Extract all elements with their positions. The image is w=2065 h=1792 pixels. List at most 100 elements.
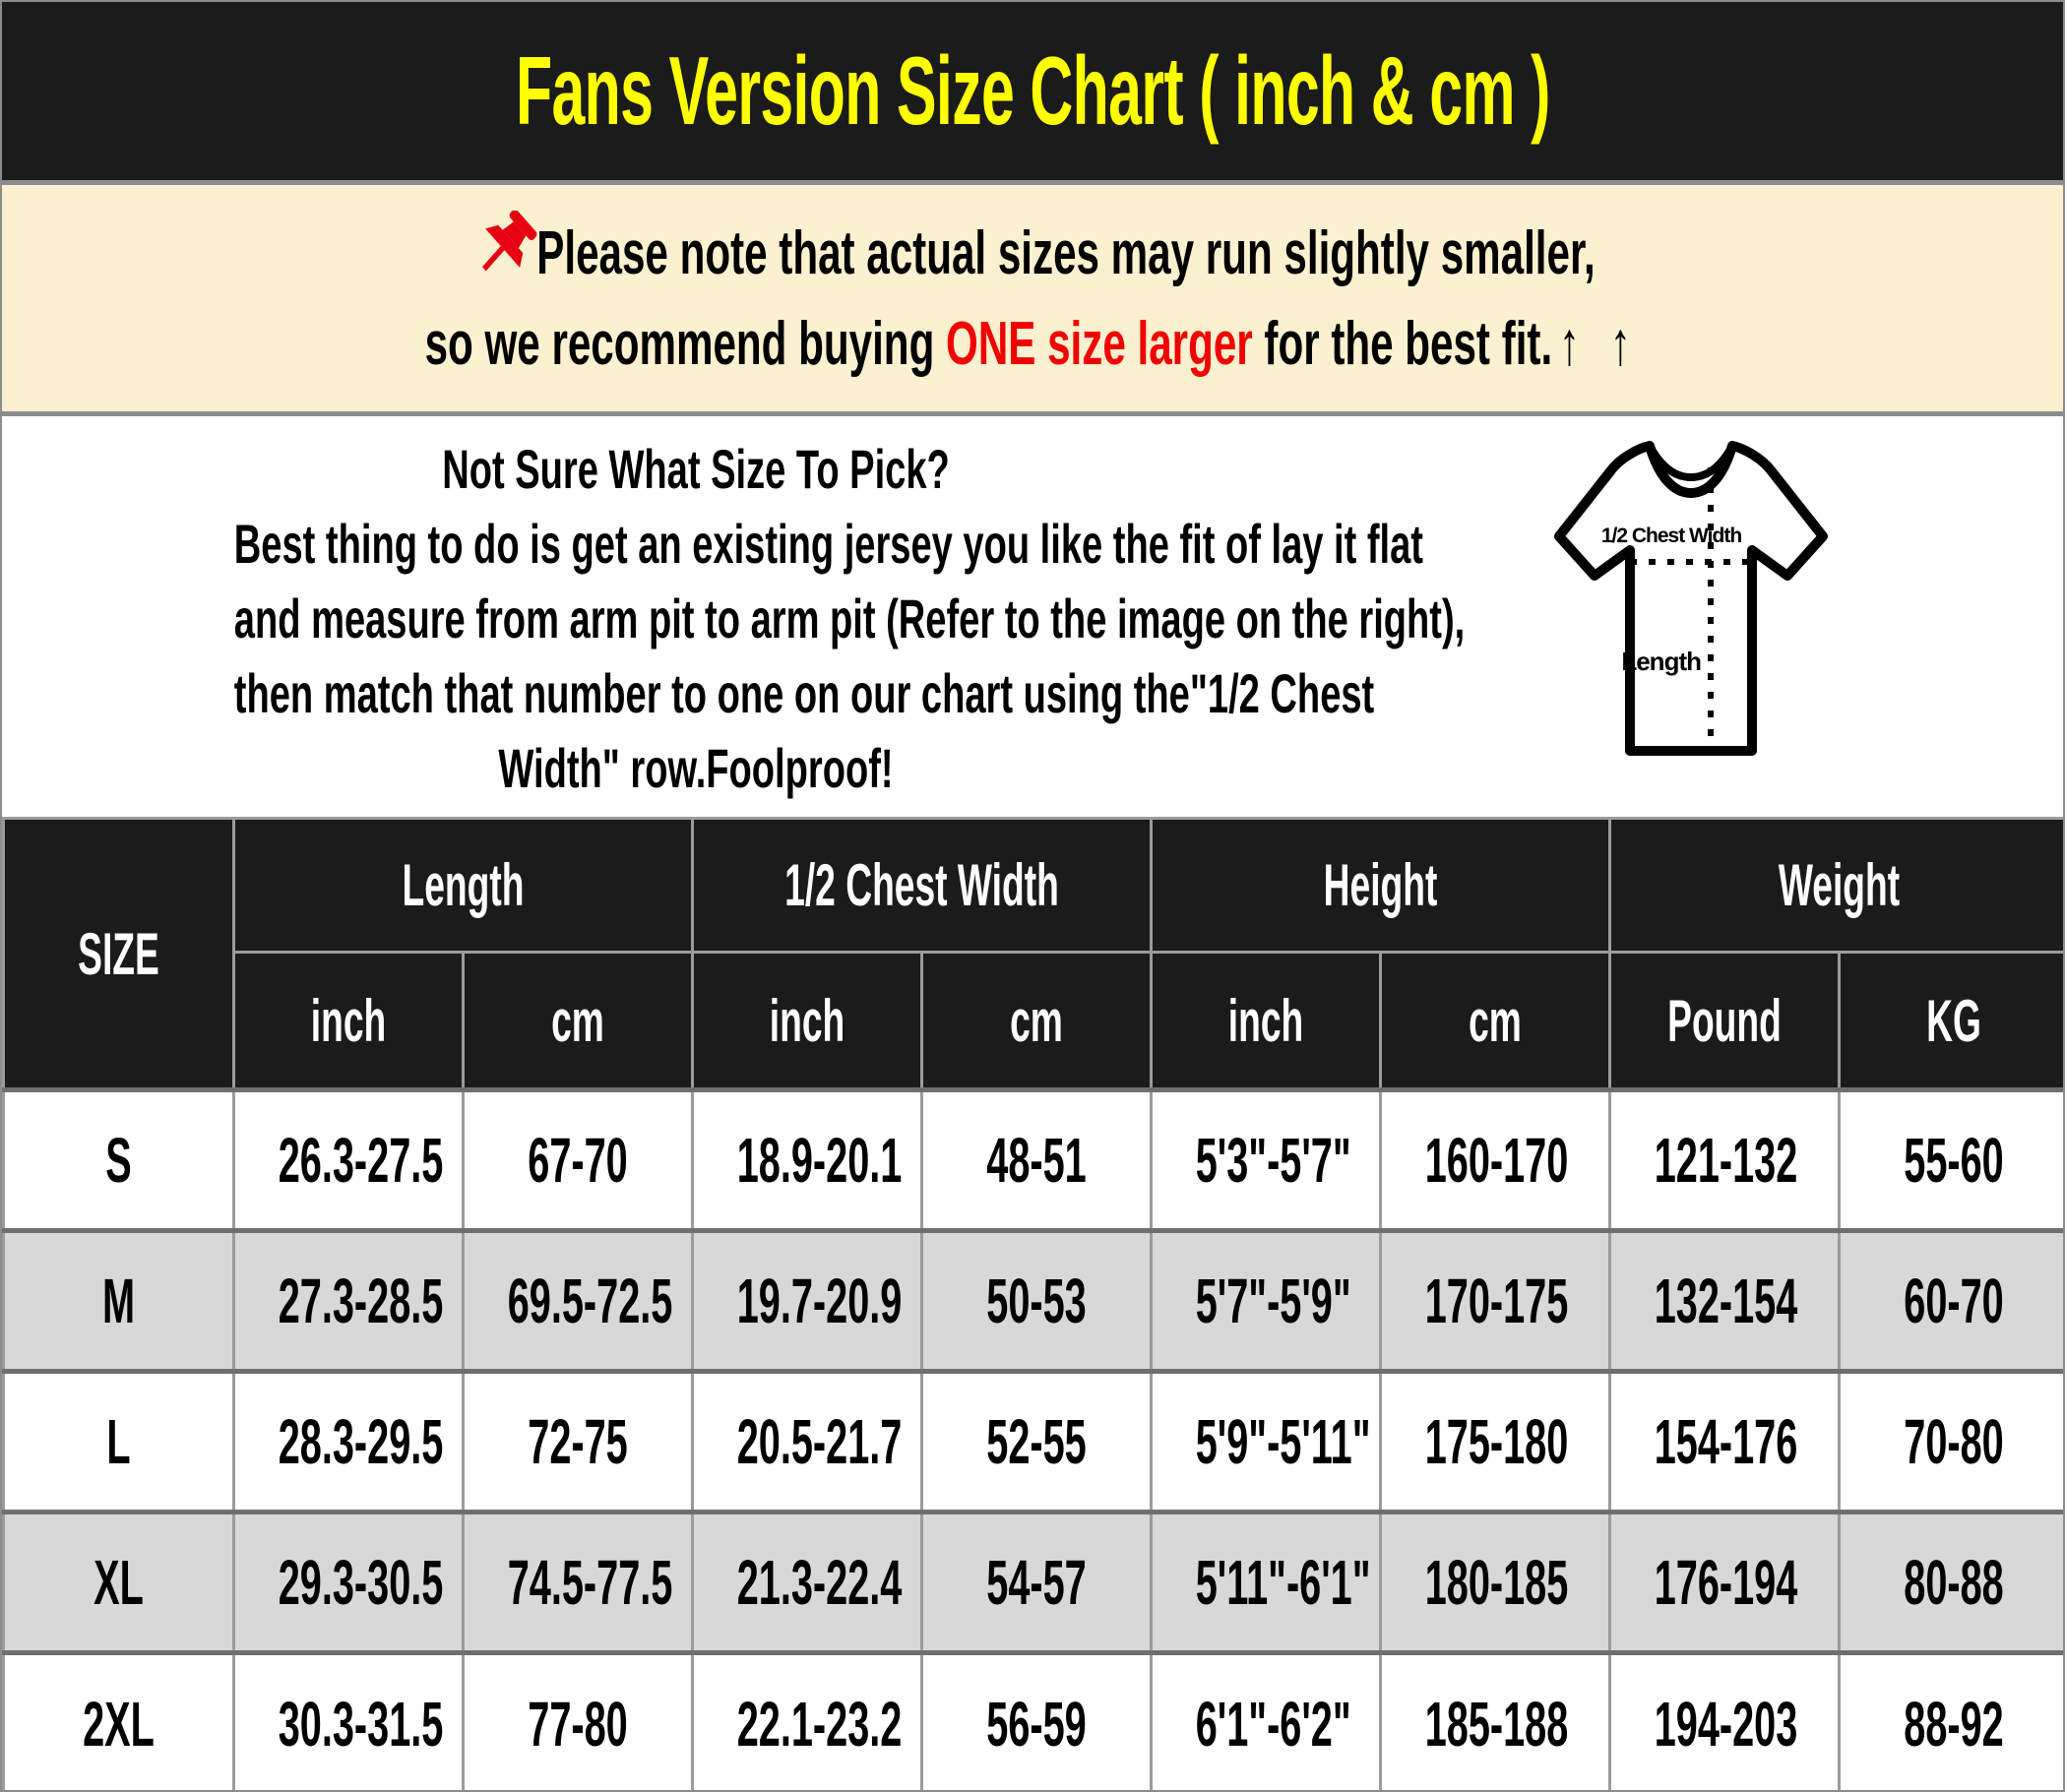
table-row-2xl: 2XL 30.3-31.5 77-80 22.1-23.2 56-59 6'1"… xyxy=(2,1650,2063,1790)
col-group-chest: 1/2 Chest Width xyxy=(691,817,1154,954)
value-cell: 121-132 xyxy=(1608,1087,1842,1232)
value-cell: 21.3-22.4 xyxy=(691,1510,924,1654)
cell-value: 121-132 xyxy=(1654,1125,1798,1196)
sizing-guide-section: Not Sure What Size To Pick? Best thing t… xyxy=(2,416,2063,817)
subheader-pound: Pound xyxy=(1608,951,1842,1091)
value-cell: 74.5-77.5 xyxy=(461,1510,695,1654)
guide-heading: Not Sure What Size To Pick? xyxy=(442,438,950,500)
size-cell: S xyxy=(2,1087,235,1232)
value-cell: 154-176 xyxy=(1608,1369,1842,1514)
subheader-label: inch xyxy=(310,987,387,1054)
value-cell: 30.3-31.5 xyxy=(232,1650,465,1790)
cell-value: 60-70 xyxy=(1904,1266,2004,1336)
value-cell: 22.1-23.2 xyxy=(691,1650,924,1790)
value-cell: 54-57 xyxy=(920,1510,1154,1654)
cell-value: 48-51 xyxy=(986,1125,1087,1196)
value-cell: 26.3-27.5 xyxy=(232,1087,465,1232)
value-cell: 28.3-29.5 xyxy=(232,1369,465,1514)
cell-value: 67-70 xyxy=(528,1125,628,1196)
subheader-label: cm xyxy=(551,987,604,1054)
subheader-cm: cm xyxy=(461,951,695,1091)
cell-value: 50-53 xyxy=(986,1266,1087,1336)
tshirt-diagram-icon: 1/2 Chest Width Length xyxy=(1554,441,1828,756)
cell-value: 5'7"-5'9" xyxy=(1195,1266,1351,1336)
subheader-label: KG xyxy=(1926,987,1981,1054)
value-cell: 5'7"-5'9" xyxy=(1150,1228,1383,1373)
value-cell: 72-75 xyxy=(461,1369,695,1514)
value-cell: 77-80 xyxy=(461,1650,695,1790)
value-cell: 175-180 xyxy=(1379,1369,1612,1514)
cell-value: 21.3-22.4 xyxy=(736,1547,903,1618)
notice-line-1: Please note that actual sizes may run sl… xyxy=(2,210,2063,295)
value-cell: 170-175 xyxy=(1379,1228,1612,1373)
cell-value: 74.5-77.5 xyxy=(507,1547,673,1618)
cell-value: 54-57 xyxy=(986,1547,1087,1618)
cell-value: 5'9"-5'11" xyxy=(1195,1406,1371,1477)
cell-value: 26.3-27.5 xyxy=(278,1125,444,1196)
cell-value: 176-194 xyxy=(1654,1547,1798,1618)
value-cell: 52-55 xyxy=(920,1369,1154,1514)
subheader-inch: inch xyxy=(1150,951,1383,1091)
cell-value: 22.1-23.2 xyxy=(736,1688,903,1760)
col-group-height: Height xyxy=(1150,817,1612,954)
col-group-label: Length xyxy=(402,852,525,918)
cell-value: 19.7-20.9 xyxy=(736,1266,903,1336)
cell-value: 77-80 xyxy=(528,1688,628,1760)
up-arrows: ↑ ↑ xyxy=(1558,310,1641,378)
col-group-label: Weight xyxy=(1778,852,1901,918)
size-value: L xyxy=(106,1406,131,1477)
cell-value: 30.3-31.5 xyxy=(278,1688,444,1760)
chest-width-label: 1/2 Chest Width xyxy=(1601,525,1741,547)
value-cell: 69.5-72.5 xyxy=(461,1228,695,1373)
table-row-s: S 26.3-27.5 67-70 18.9-20.1 48-51 5'3"-5… xyxy=(2,1087,2063,1232)
value-cell: 5'3"-5'7" xyxy=(1150,1087,1383,1232)
subheader-label: inch xyxy=(1227,987,1304,1054)
size-chart-table: SIZE Length 1/2 Chest Width Height Weigh… xyxy=(2,817,2063,1790)
value-cell: 70-80 xyxy=(1838,1369,2063,1514)
col-group-label: 1/2 Chest Width xyxy=(784,852,1059,918)
page-title: Fans Version Size Chart ( inch & cm ) xyxy=(515,36,1550,145)
size-value: XL xyxy=(94,1547,144,1618)
value-cell: 5'11"-6'1" xyxy=(1150,1510,1383,1654)
cell-value: 72-75 xyxy=(528,1406,628,1477)
notice-banner: Please note that actual sizes may run sl… xyxy=(2,185,2063,411)
cell-value: 28.3-29.5 xyxy=(278,1406,444,1477)
size-value: S xyxy=(105,1125,132,1196)
cell-value: 132-154 xyxy=(1654,1266,1798,1336)
cell-value: 18.9-20.1 xyxy=(736,1125,903,1196)
col-group-label: Height xyxy=(1323,852,1438,918)
cell-value: 5'3"-5'7" xyxy=(1195,1125,1351,1196)
subheader-label: cm xyxy=(1469,987,1522,1054)
subheader-label: cm xyxy=(1010,987,1063,1054)
value-cell: 67-70 xyxy=(461,1087,695,1232)
value-cell: 29.3-30.5 xyxy=(232,1510,465,1654)
value-cell: 56-59 xyxy=(920,1650,1154,1790)
subheader-label: Pound xyxy=(1667,987,1782,1054)
value-cell: 27.3-28.5 xyxy=(232,1228,465,1373)
cell-value: 6'1"-6'2" xyxy=(1195,1688,1351,1760)
notice-text-2a: so we recommend buying xyxy=(424,310,947,378)
col-header-size: SIZE xyxy=(2,817,235,1091)
title-bar: Fans Version Size Chart ( inch & cm ) xyxy=(2,2,2063,180)
notice-text-1: Please note that actual sizes may run sl… xyxy=(536,219,1596,288)
subheader-cm: cm xyxy=(1379,951,1612,1091)
guide-line: Best thing to do is get an existing jers… xyxy=(233,513,1423,575)
cell-value: 52-55 xyxy=(986,1406,1087,1477)
value-cell: 20.5-21.7 xyxy=(691,1369,924,1514)
cell-value: 70-80 xyxy=(1904,1406,2004,1477)
cell-value: 55-60 xyxy=(1904,1125,2004,1196)
pushpin-icon xyxy=(482,210,537,272)
value-cell: 19.7-20.9 xyxy=(691,1228,924,1373)
table-row-m: M 27.3-28.5 69.5-72.5 19.7-20.9 50-53 5'… xyxy=(2,1228,2063,1373)
value-cell: 185-188 xyxy=(1379,1650,1612,1790)
notice-line-2: so we recommend buying ONE size larger f… xyxy=(2,303,2063,386)
value-cell: 55-60 xyxy=(1838,1087,2063,1232)
cell-value: 180-185 xyxy=(1424,1547,1569,1618)
value-cell: 160-170 xyxy=(1379,1087,1612,1232)
size-table-section: SIZE Length 1/2 Chest Width Height Weigh… xyxy=(2,817,2063,1790)
subheader-cm: cm xyxy=(920,951,1154,1091)
length-label: Length xyxy=(1621,647,1701,676)
value-cell: 194-203 xyxy=(1608,1650,1842,1790)
value-cell: 50-53 xyxy=(920,1228,1154,1373)
